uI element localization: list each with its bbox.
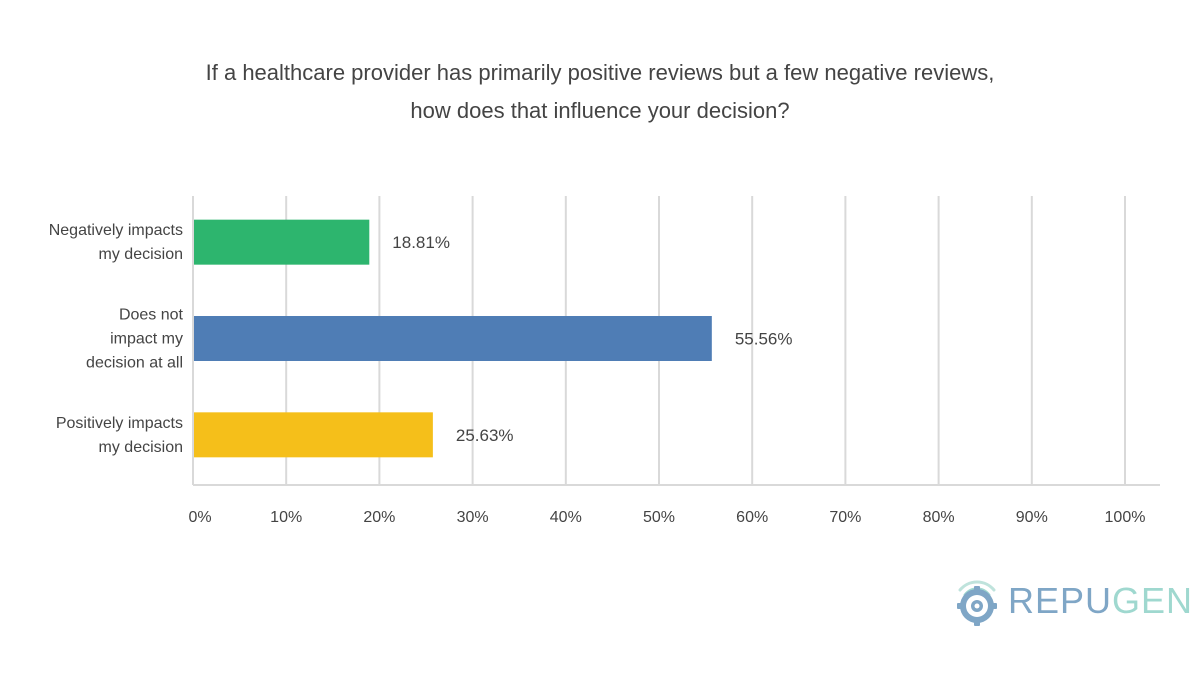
x-tick-label-80: 80% [923, 509, 955, 526]
logo-text: REPUGEN [1008, 580, 1193, 622]
x-tick-label-20: 20% [363, 509, 395, 526]
category-label-2-0: Positively impacts [56, 415, 183, 432]
bar-0 [194, 219, 370, 265]
value-label-2: 25.63% [456, 426, 514, 445]
value-label-0: 18.81% [392, 233, 450, 252]
logo-text-gen: GEN [1112, 580, 1194, 621]
x-tick-label-70: 70% [829, 509, 861, 526]
category-label-1-2: decision at all [86, 355, 183, 372]
x-tick-label-90: 90% [1016, 509, 1048, 526]
category-label-0-1: my decision [99, 246, 183, 263]
bar-2 [194, 412, 433, 458]
x-tick-label-0: 0% [188, 509, 211, 526]
x-tick-label-100: 100% [1105, 509, 1146, 526]
x-tick-label-40: 40% [550, 509, 582, 526]
x-tick-label-10: 10% [270, 509, 302, 526]
x-tick-label-60: 60% [736, 509, 768, 526]
category-label-2-1: my decision [99, 439, 183, 456]
logo-icon [957, 580, 997, 626]
x-tick-label-30: 30% [457, 509, 489, 526]
category-label-1-1: impact my [110, 331, 183, 348]
category-label-0-0: Negatively impacts [49, 222, 183, 239]
x-tick-label-50: 50% [643, 509, 675, 526]
category-label-1-0: Does not [119, 307, 184, 324]
logo-text-repu: REPU [1008, 580, 1113, 621]
chart-title-line-1: If a healthcare provider has primarily p… [205, 60, 995, 85]
value-label-1: 55.56% [735, 330, 793, 349]
bar-1 [194, 316, 712, 361]
repugen-logo: REPUGEN [946, 572, 1192, 634]
chart-title-line-2: how does that influence your decision? [410, 98, 790, 123]
